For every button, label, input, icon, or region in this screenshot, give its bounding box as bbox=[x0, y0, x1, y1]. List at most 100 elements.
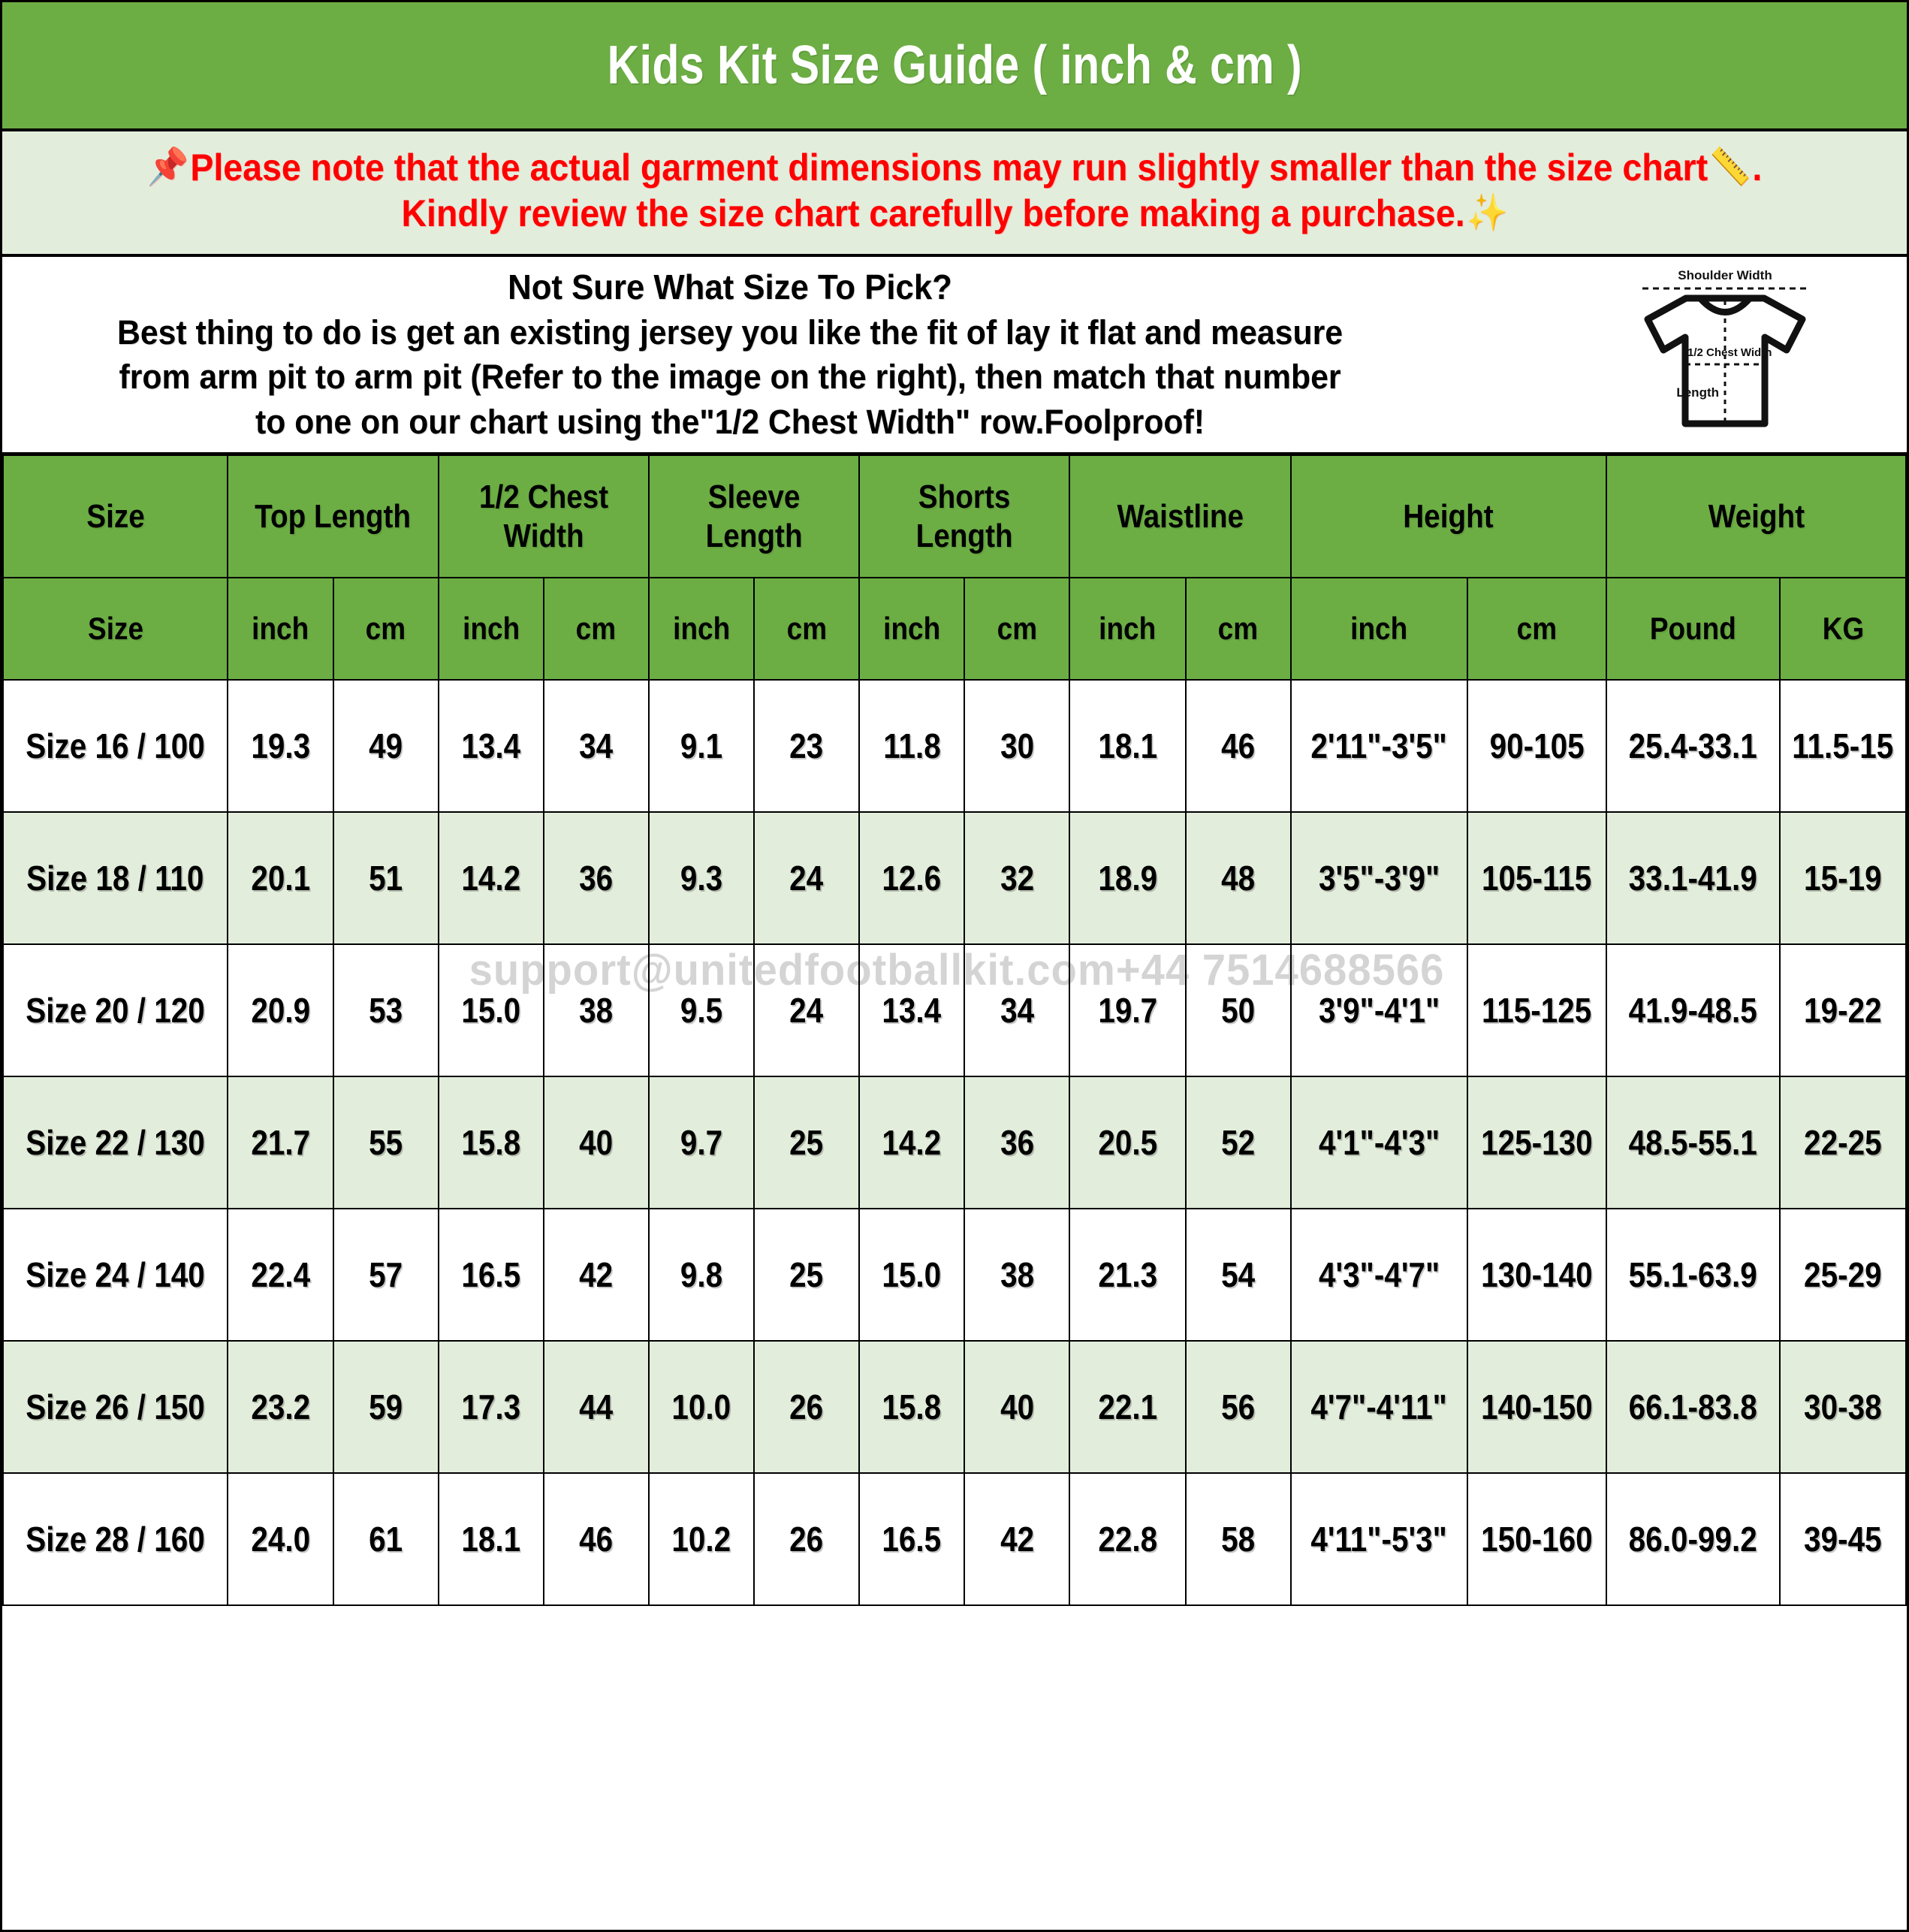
cell-shorts-cm: 32 bbox=[964, 811, 1071, 945]
group-header-half-chest-width: 1/2 Chest Width bbox=[437, 454, 650, 578]
cell-half-chest-cm: 40 bbox=[542, 1076, 650, 1209]
cell-top-length-inch: 20.9 bbox=[227, 943, 334, 1077]
cell-sleeve-inch: 10.0 bbox=[647, 1340, 755, 1474]
unit-header-weight-pound: Pound bbox=[1605, 577, 1781, 681]
table-row: Size 20 / 120 20.9 53 15.0 38 9.5 24 13.… bbox=[2, 943, 1907, 1077]
cell-waist-cm: 56 bbox=[1184, 1340, 1292, 1474]
pushpin-icon: 📌 bbox=[146, 147, 189, 187]
group-header-height: Height bbox=[1289, 454, 1607, 578]
cell-shorts-inch: 14.2 bbox=[858, 1076, 966, 1209]
cell-sleeve-cm: 24 bbox=[752, 811, 861, 945]
instructions-section: Not Sure What Size To Pick? Best thing t… bbox=[2, 257, 1907, 454]
table-row: Size 28 / 160 24.0 61 18.1 46 10.2 26 16… bbox=[2, 1472, 1907, 1606]
cell-half-chest-inch: 15.8 bbox=[437, 1076, 544, 1209]
cell-top-length-cm: 53 bbox=[332, 943, 439, 1077]
cell-waist-cm: 54 bbox=[1184, 1208, 1292, 1342]
cell-top-length-inch: 22.4 bbox=[227, 1208, 334, 1342]
cell-shorts-cm: 34 bbox=[964, 943, 1071, 1077]
cell-shorts-inch: 16.5 bbox=[858, 1472, 966, 1606]
cell-weight-pound: 66.1-83.8 bbox=[1605, 1340, 1781, 1474]
group-header-row: Size Top Length 1/2 Chest Width Sleeve L… bbox=[2, 454, 1907, 578]
notice-line-1-period: . bbox=[1752, 146, 1763, 189]
instructions-heading: Not Sure What Size To Pick? bbox=[508, 267, 952, 307]
cell-top-length-cm: 49 bbox=[332, 679, 439, 813]
ruler-icon: 📏 bbox=[1708, 147, 1751, 187]
cell-weight-kg: 11.5-15 bbox=[1779, 679, 1907, 813]
cell-shorts-cm: 30 bbox=[964, 679, 1071, 813]
group-header-size: Size bbox=[2, 454, 229, 578]
cell-size: Size 24 / 140 bbox=[2, 1208, 229, 1342]
notice-line-1-text: Please note that the actual garment dime… bbox=[190, 146, 1708, 189]
cell-shorts-cm: 36 bbox=[964, 1076, 1071, 1209]
cell-half-chest-cm: 44 bbox=[542, 1340, 650, 1474]
cell-weight-pound: 33.1-41.9 bbox=[1605, 811, 1781, 945]
cell-half-chest-inch: 14.2 bbox=[437, 811, 544, 945]
cell-height-inch: 4'11"-5'3" bbox=[1289, 1472, 1469, 1606]
size-chart-table: Size Top Length 1/2 Chest Width Sleeve L… bbox=[2, 454, 1907, 1606]
cell-shorts-inch: 12.6 bbox=[858, 811, 966, 945]
cell-weight-pound: 41.9-48.5 bbox=[1605, 943, 1781, 1077]
cell-sleeve-cm: 26 bbox=[752, 1340, 861, 1474]
group-header-sleeve-length: Sleeve Length bbox=[647, 454, 861, 578]
cell-height-cm: 130-140 bbox=[1467, 1208, 1607, 1342]
cell-top-length-inch: 21.7 bbox=[227, 1076, 334, 1209]
cell-height-cm: 140-150 bbox=[1467, 1340, 1607, 1474]
unit-header-height-cm: cm bbox=[1467, 577, 1607, 681]
cell-weight-kg: 25-29 bbox=[1779, 1208, 1907, 1342]
cell-weight-pound: 55.1-63.9 bbox=[1605, 1208, 1781, 1342]
cell-weight-kg: 19-22 bbox=[1779, 943, 1907, 1077]
instructions-line-3: to one on our chart using the"1/2 Chest … bbox=[255, 402, 1205, 441]
unit-header-waist-inch: inch bbox=[1069, 577, 1187, 681]
cell-height-inch: 4'3"-4'7" bbox=[1289, 1208, 1469, 1342]
cell-top-length-inch: 19.3 bbox=[227, 679, 334, 813]
tshirt-measurement-diagram: Shoulder Width 1/2 Chest Width Length bbox=[1612, 264, 1838, 448]
cell-height-inch: 4'7"-4'11" bbox=[1289, 1340, 1469, 1474]
unit-header-sleeve-inch: inch bbox=[647, 577, 755, 681]
cell-weight-pound: 48.5-55.1 bbox=[1605, 1076, 1781, 1209]
cell-sleeve-cm: 26 bbox=[752, 1472, 861, 1606]
cell-height-cm: 150-160 bbox=[1467, 1472, 1607, 1606]
notice-banner: 📌 Please note that the actual garment di… bbox=[2, 131, 1907, 257]
unit-header-half-chest-inch: inch bbox=[437, 577, 544, 681]
cell-top-length-cm: 57 bbox=[332, 1208, 439, 1342]
unit-header-row: Size inch cm inch cm inch cm inch cm inc… bbox=[2, 577, 1907, 681]
shoulder-width-label: Shoulder Width bbox=[1678, 268, 1772, 282]
cell-height-inch: 4'1"-4'3" bbox=[1289, 1076, 1469, 1209]
instructions-line-1: Best thing to do is get an existing jers… bbox=[117, 312, 1343, 352]
page-title: Kids Kit Size Guide ( inch & cm ) bbox=[607, 35, 1302, 95]
cell-top-length-cm: 51 bbox=[332, 811, 439, 945]
cell-weight-kg: 30-38 bbox=[1779, 1340, 1907, 1474]
cell-weight-kg: 22-25 bbox=[1779, 1076, 1907, 1209]
cell-top-length-inch: 23.2 bbox=[227, 1340, 334, 1474]
cell-half-chest-cm: 38 bbox=[542, 943, 650, 1077]
half-chest-width-label: 1/2 Chest Width bbox=[1687, 346, 1772, 359]
cell-height-inch: 3'5"-3'9" bbox=[1289, 811, 1469, 945]
cell-weight-pound: 86.0-99.2 bbox=[1605, 1472, 1781, 1606]
cell-height-inch: 3'9"-4'1" bbox=[1289, 943, 1469, 1077]
cell-half-chest-cm: 36 bbox=[542, 811, 650, 945]
cell-top-length-inch: 24.0 bbox=[227, 1472, 334, 1606]
cell-sleeve-inch: 9.3 bbox=[647, 811, 755, 945]
unit-header-height-inch: inch bbox=[1289, 577, 1469, 681]
cell-height-cm: 115-125 bbox=[1467, 943, 1607, 1077]
notice-line-1: 📌 Please note that the actual garment di… bbox=[147, 145, 1762, 191]
table-row: Size 16 / 100 19.3 49 13.4 34 9.1 23 11.… bbox=[2, 679, 1907, 813]
cell-half-chest-inch: 16.5 bbox=[437, 1208, 544, 1342]
cell-waist-cm: 52 bbox=[1184, 1076, 1292, 1209]
cell-top-length-cm: 55 bbox=[332, 1076, 439, 1209]
cell-shorts-cm: 42 bbox=[964, 1472, 1071, 1606]
cell-waist-cm: 50 bbox=[1184, 943, 1292, 1077]
cell-sleeve-inch: 9.5 bbox=[647, 943, 755, 1077]
sparkles-icon: ✨ bbox=[1466, 193, 1508, 233]
cell-half-chest-inch: 15.0 bbox=[437, 943, 544, 1077]
cell-shorts-inch: 15.0 bbox=[858, 1208, 966, 1342]
group-header-top-length: Top Length bbox=[227, 454, 439, 578]
table-head: Size Top Length 1/2 Chest Width Sleeve L… bbox=[2, 454, 1907, 681]
title-banner: Kids Kit Size Guide ( inch & cm ) bbox=[2, 2, 1907, 131]
cell-waist-inch: 18.1 bbox=[1069, 679, 1187, 813]
cell-sleeve-inch: 9.1 bbox=[647, 679, 755, 813]
cell-top-length-inch: 20.1 bbox=[227, 811, 334, 945]
cell-half-chest-cm: 42 bbox=[542, 1208, 650, 1342]
cell-sleeve-cm: 25 bbox=[752, 1208, 861, 1342]
cell-size: Size 26 / 150 bbox=[2, 1340, 229, 1474]
